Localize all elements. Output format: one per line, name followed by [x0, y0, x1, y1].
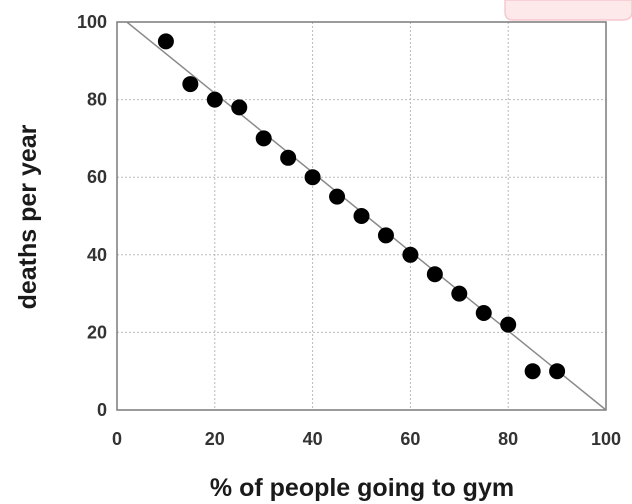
data-point-14 — [475, 305, 492, 321]
y-tick-labels: 0 20 40 60 80 100 — [77, 12, 107, 420]
x-tick-labels: 0 20 40 60 80 100 — [112, 429, 621, 449]
x-tick-label-40: 40 — [303, 429, 323, 449]
data-point-6 — [280, 149, 297, 166]
data-point-8 — [329, 188, 346, 205]
y-tick-label-60: 60 — [87, 167, 107, 187]
data-point-2 — [182, 76, 199, 93]
data-point-10 — [377, 227, 394, 244]
x-axis-label: % of people going to gym — [210, 474, 514, 502]
data-point-17 — [549, 363, 566, 380]
data-point-11 — [402, 246, 419, 263]
data-point-4 — [231, 99, 248, 116]
grid-lines — [117, 22, 606, 410]
x-tick-label-80: 80 — [498, 429, 518, 449]
data-point-12 — [426, 266, 443, 283]
y-tick-label-0: 0 — [97, 400, 107, 420]
data-point-5 — [255, 130, 272, 147]
data-point-3 — [206, 91, 223, 108]
x-tick-label-20: 20 — [205, 429, 225, 449]
data-point-7 — [304, 169, 321, 186]
y-axis-label: deaths per year — [14, 124, 42, 309]
y-tick-label-40: 40 — [87, 245, 107, 265]
data-point-16 — [524, 363, 541, 380]
data-point-9 — [353, 208, 370, 224]
corner-tab-decoration — [504, 0, 632, 21]
data-point-1 — [157, 33, 174, 50]
x-tick-label-0: 0 — [112, 429, 122, 449]
plot-frame — [116, 21, 607, 411]
y-tick-label-20: 20 — [87, 322, 107, 342]
y-tick-label-80: 80 — [87, 90, 107, 110]
x-tick-label-100: 100 — [591, 429, 621, 449]
y-tick-label-100: 100 — [77, 12, 107, 32]
x-tick-label-60: 60 — [400, 429, 420, 449]
data-points — [157, 33, 566, 380]
data-point-15 — [500, 316, 517, 333]
data-point-13 — [451, 285, 468, 302]
